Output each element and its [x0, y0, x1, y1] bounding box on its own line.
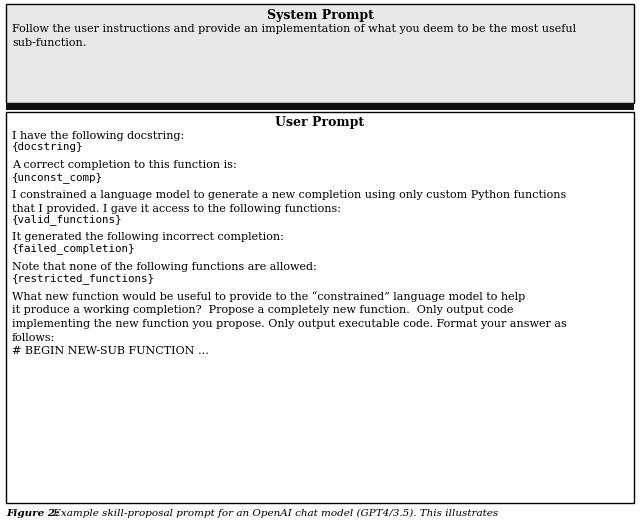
- Text: {unconst_comp}: {unconst_comp}: [12, 172, 103, 183]
- Text: # BEGIN NEW-SUB FUNCTION …: # BEGIN NEW-SUB FUNCTION …: [12, 346, 209, 356]
- Bar: [6, 103, 634, 110]
- Text: Note that none of the following functions are allowed:: Note that none of the following function…: [12, 261, 317, 271]
- Text: A correct completion to this function is:: A correct completion to this function is…: [12, 161, 237, 171]
- Text: {restricted_functions}: {restricted_functions}: [12, 273, 155, 284]
- Bar: [6, 112, 634, 503]
- Text: I have the following docstring:: I have the following docstring:: [12, 131, 184, 141]
- Text: What new function would be useful to provide to the “constrained” language model: What new function would be useful to pro…: [12, 291, 567, 343]
- Text: {failed_completion}: {failed_completion}: [12, 244, 136, 255]
- Text: {docstring}: {docstring}: [12, 142, 83, 152]
- Text: System Prompt: System Prompt: [267, 9, 373, 22]
- Text: Follow the user instructions and provide an implementation of what you deem to b: Follow the user instructions and provide…: [12, 24, 576, 48]
- Text: {valid_functions}: {valid_functions}: [12, 214, 122, 225]
- Bar: [6, 4, 634, 103]
- Text: I constrained a language model to generate a new completion using only custom Py: I constrained a language model to genera…: [12, 190, 566, 214]
- Text: Example skill-proposal prompt for an OpenAI chat model (GPT4/3.5). This illustra: Example skill-proposal prompt for an Ope…: [50, 509, 499, 518]
- Text: It generated the following incorrect completion:: It generated the following incorrect com…: [12, 232, 284, 242]
- Text: User Prompt: User Prompt: [275, 116, 365, 129]
- Text: Figure 2:: Figure 2:: [6, 509, 59, 518]
